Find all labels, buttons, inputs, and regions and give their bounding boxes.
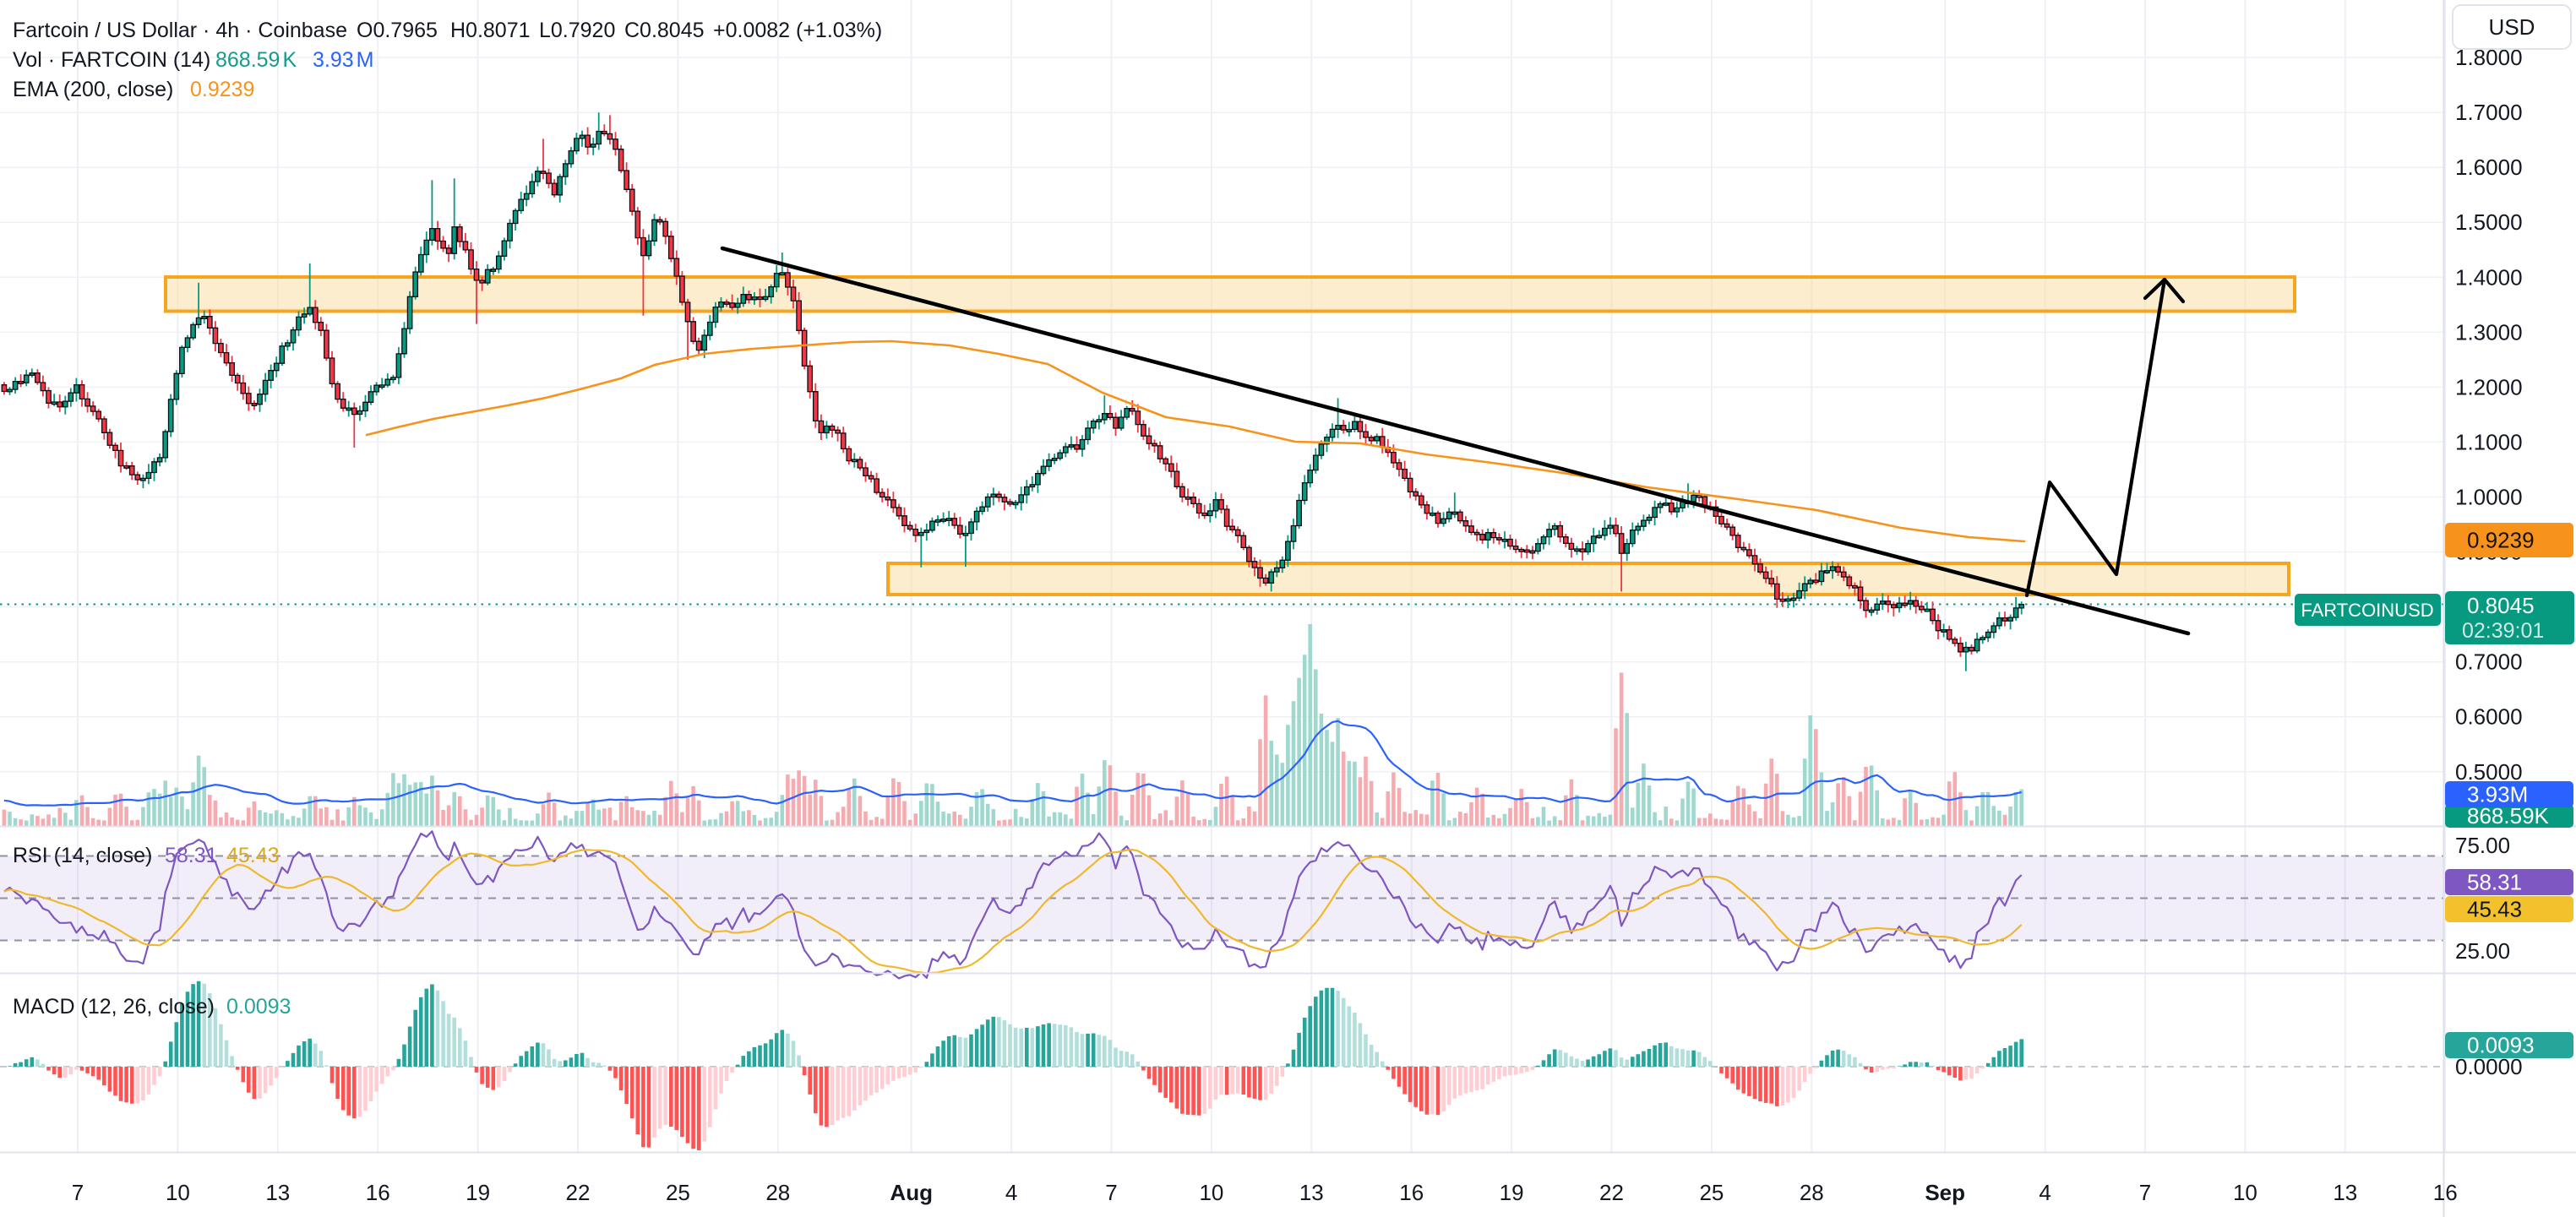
svg-text:4: 4 bbox=[2039, 1180, 2050, 1205]
svg-text:1.4000: 1.4000 bbox=[2455, 264, 2523, 290]
svg-text:13: 13 bbox=[1299, 1180, 1324, 1205]
svg-text:25: 25 bbox=[666, 1180, 690, 1205]
svg-text:10: 10 bbox=[1199, 1180, 1223, 1205]
svg-text:H0.8071: H0.8071 bbox=[450, 19, 531, 42]
svg-text:7: 7 bbox=[1105, 1180, 1117, 1205]
svg-text:RSI (14, close): RSI (14, close) bbox=[13, 844, 152, 867]
svg-text:0.9239: 0.9239 bbox=[2467, 528, 2535, 553]
svg-text:1.0000: 1.0000 bbox=[2455, 485, 2523, 510]
svg-text:25.00: 25.00 bbox=[2455, 938, 2510, 964]
svg-text:75.00: 75.00 bbox=[2455, 833, 2510, 858]
svg-text:0.8045: 0.8045 bbox=[2467, 593, 2535, 618]
svg-text:58.31: 58.31 bbox=[2467, 870, 2522, 895]
svg-text:Fartcoin / US Dollar · 4h · Co: Fartcoin / US Dollar · 4h · Coinbase bbox=[13, 19, 347, 42]
svg-text:1.5000: 1.5000 bbox=[2455, 209, 2523, 235]
svg-text:0.9239: 0.9239 bbox=[190, 78, 254, 101]
svg-text:1.2000: 1.2000 bbox=[2455, 374, 2523, 399]
svg-text:13: 13 bbox=[265, 1180, 290, 1205]
svg-text:7: 7 bbox=[72, 1180, 84, 1205]
svg-text:13: 13 bbox=[2333, 1180, 2357, 1205]
svg-text:EMA (200, close): EMA (200, close) bbox=[13, 78, 173, 101]
svg-text:4: 4 bbox=[1005, 1180, 1017, 1205]
svg-text:19: 19 bbox=[1500, 1180, 1524, 1205]
svg-text:25: 25 bbox=[1699, 1180, 1724, 1205]
svg-text:0.6000: 0.6000 bbox=[2455, 704, 2523, 730]
svg-text:45.43: 45.43 bbox=[2467, 897, 2522, 922]
svg-text:58.31: 58.31 bbox=[165, 844, 218, 867]
svg-text:L0.7920: L0.7920 bbox=[539, 19, 615, 42]
svg-text:3.93M: 3.93M bbox=[313, 48, 374, 72]
svg-text:3.93M: 3.93M bbox=[2467, 782, 2528, 807]
svg-text:7: 7 bbox=[2139, 1180, 2151, 1205]
svg-text:19: 19 bbox=[466, 1180, 490, 1205]
svg-text:28: 28 bbox=[1800, 1180, 1824, 1205]
svg-text:0.5000: 0.5000 bbox=[2455, 759, 2523, 785]
svg-text:22: 22 bbox=[566, 1180, 591, 1205]
svg-text:10: 10 bbox=[166, 1180, 190, 1205]
svg-text:16: 16 bbox=[1399, 1180, 1424, 1205]
svg-text:C0.8045: C0.8045 bbox=[624, 19, 705, 42]
svg-text:Sep: Sep bbox=[1925, 1180, 1965, 1205]
svg-text:Vol · FARTCOIN (14): Vol · FARTCOIN (14) bbox=[13, 48, 210, 72]
svg-text:1.6000: 1.6000 bbox=[2455, 155, 2523, 180]
svg-text:0.0093: 0.0093 bbox=[2467, 1033, 2535, 1058]
svg-text:1.3000: 1.3000 bbox=[2455, 319, 2523, 345]
svg-text:1.7000: 1.7000 bbox=[2455, 100, 2523, 125]
svg-text:MACD (12, 26, close): MACD (12, 26, close) bbox=[13, 995, 215, 1019]
svg-text:FARTCOINUSD: FARTCOINUSD bbox=[2301, 600, 2433, 621]
svg-text:0.7000: 0.7000 bbox=[2455, 649, 2523, 675]
svg-text:USD: USD bbox=[2489, 14, 2535, 40]
svg-text:1.1000: 1.1000 bbox=[2455, 429, 2523, 454]
svg-text:Aug: Aug bbox=[890, 1180, 933, 1205]
svg-text:10: 10 bbox=[2233, 1180, 2257, 1205]
svg-text:16: 16 bbox=[366, 1180, 390, 1205]
svg-text:02:39:01: 02:39:01 bbox=[2462, 619, 2544, 643]
svg-text:0.0093: 0.0093 bbox=[226, 995, 291, 1019]
svg-text:28: 28 bbox=[765, 1180, 790, 1205]
svg-text:45.43: 45.43 bbox=[226, 844, 280, 867]
svg-text:+0.0082 (+1.03%): +0.0082 (+1.03%) bbox=[713, 19, 882, 42]
svg-text:16: 16 bbox=[2433, 1180, 2458, 1205]
svg-text:868.59K: 868.59K bbox=[215, 48, 297, 72]
svg-text:O0.7965: O0.7965 bbox=[357, 19, 438, 42]
svg-text:22: 22 bbox=[1599, 1180, 1624, 1205]
